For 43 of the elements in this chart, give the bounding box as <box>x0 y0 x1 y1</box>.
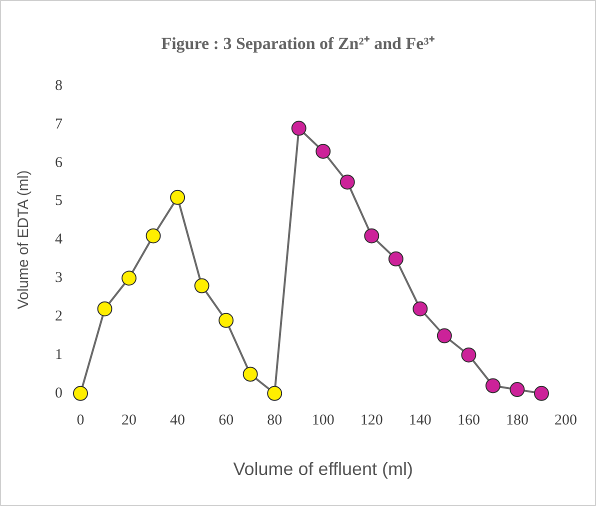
x-tick-label: 160 <box>457 412 480 428</box>
point <box>340 174 355 190</box>
chart-title: Figure : 3 Separation of Zn²⁺ and Fe³⁺ <box>160 33 436 54</box>
y-tick-label: 5 <box>55 193 62 210</box>
point <box>485 378 500 394</box>
x-tick-label: 80 <box>267 412 282 428</box>
point <box>194 278 210 294</box>
point <box>146 228 161 244</box>
x-tick-label: 140 <box>408 412 432 428</box>
x-tick-label: 20 <box>122 412 137 428</box>
x-axis-title: Volume of effluent (ml) <box>233 459 414 480</box>
point <box>267 386 282 401</box>
point <box>388 251 404 266</box>
x-tick-label: 120 <box>360 412 383 428</box>
point <box>461 347 476 362</box>
y-tick-label: 0 <box>55 385 62 402</box>
y-tick-label: 7 <box>55 116 63 132</box>
y-tick-label: 4 <box>55 232 63 248</box>
point <box>218 312 234 328</box>
y-tick-label: 1 <box>55 346 62 363</box>
x-tick-label: 60 <box>218 412 234 428</box>
x-tick-label: 180 <box>506 412 528 428</box>
point <box>436 328 452 344</box>
y-tick-label: 6 <box>55 154 63 171</box>
x-tick-label: 0 <box>76 412 84 428</box>
point <box>534 386 549 401</box>
point <box>316 144 331 159</box>
point <box>73 386 88 401</box>
point <box>242 366 258 382</box>
y-axis-title: Volume of EDTA (ml) <box>15 170 32 310</box>
point <box>412 301 428 316</box>
point <box>170 190 186 205</box>
point <box>97 301 112 316</box>
x-tick-label: 200 <box>554 412 577 428</box>
point <box>510 382 525 398</box>
x-tick-label: 40 <box>170 412 186 428</box>
point <box>122 270 137 286</box>
y-tick-label: 8 <box>55 78 62 94</box>
y-tick-label: 3 <box>55 270 62 286</box>
point <box>291 120 306 136</box>
x-tick-label: 100 <box>312 412 334 428</box>
y-tick-label: 2 <box>55 308 62 324</box>
point <box>364 228 380 244</box>
